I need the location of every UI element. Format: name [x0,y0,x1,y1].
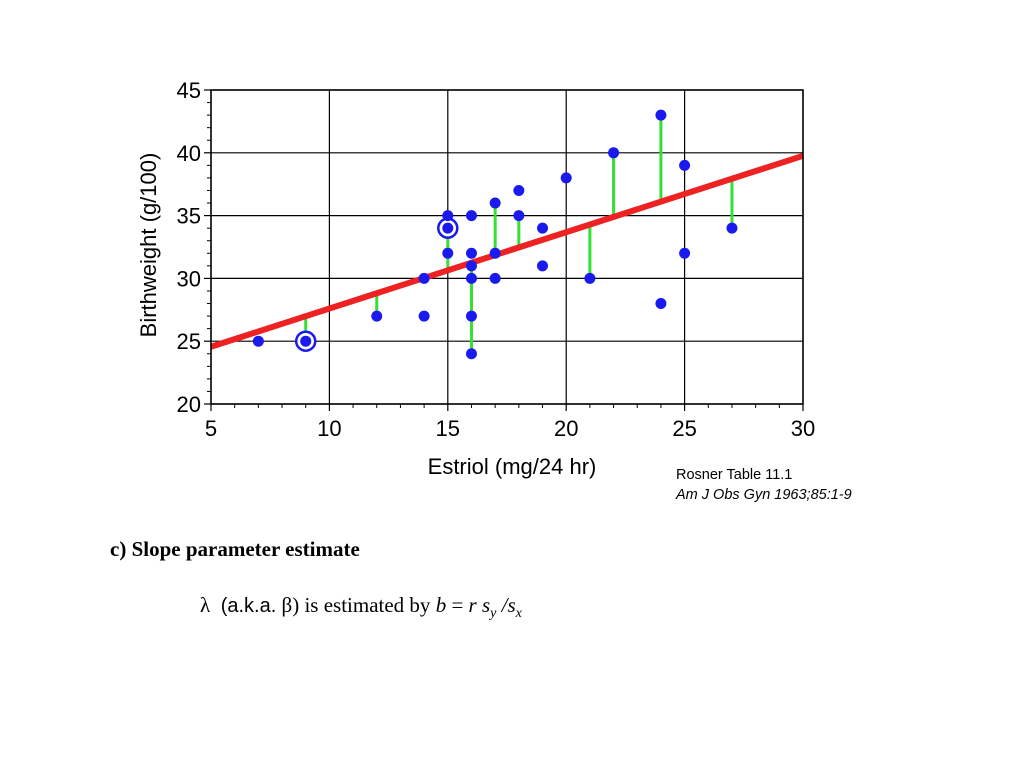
data-point [418,272,430,284]
x-tick-label: 15 [436,416,460,441]
data-point [726,222,738,234]
slope-formula: λ (a.k.a. β) is estimated by b = r sy /s… [200,593,522,622]
data-point [418,310,430,322]
data-point [513,210,525,222]
data-point [442,210,454,222]
data-point [608,147,620,159]
grid-lines [210,89,804,405]
r-variable: r [468,593,477,617]
b-variable: b [435,593,447,617]
y-tick-label: 25 [177,329,201,354]
y-tick-label: 30 [177,266,201,291]
data-point [679,159,691,171]
data-point [513,184,525,196]
tick-labels: 5 10 15 20 25 30 20 25 30 35 40 45 [177,78,816,441]
data-point [465,272,477,284]
section-heading: c) Slope parameter estimate [110,537,360,561]
data-point [489,247,501,259]
x-tick-label: 5 [205,416,217,441]
data-point [465,210,477,222]
x-tick-label: 30 [791,416,815,441]
data-point [465,247,477,259]
data-point [584,272,596,284]
slash-symbol: / [501,593,508,617]
data-point [442,247,454,259]
data-point [465,310,477,322]
citation: Rosner Table 11.1 Am J Obs Gyn 1963;85:1… [676,465,852,505]
s-variable: s [481,593,491,617]
citation-journal: Am J Obs Gyn 1963;85:1-9 [676,487,852,503]
data-point [655,298,667,310]
data-point [252,335,264,347]
data-point [489,272,501,284]
s-variable: s [507,593,516,617]
estimated-by-text: ) is estimated by [292,593,431,617]
x-tick-label: 20 [554,416,578,441]
x-tick-label: 25 [672,416,696,441]
data-point [465,348,477,360]
data-point [560,172,572,184]
x-axis-label: Estriol (mg/24 hr) [428,454,597,479]
data-point [537,222,549,234]
plot-frame [210,89,804,405]
lambda-symbol: λ [200,593,211,617]
regression-line-group [210,152,804,350]
y-tick-label: 20 [177,392,201,417]
residual-lines [304,115,734,354]
data-point [442,222,454,234]
subscript-x: x [515,606,522,622]
beta-symbol: β [281,593,293,617]
data-point [537,260,549,272]
data-points [252,109,738,360]
data-point [465,260,477,272]
x-tick-label: 10 [317,416,341,441]
data-point [300,335,312,347]
aka-text: (a.k.a. [220,595,277,617]
data-point [655,109,667,121]
data-point [679,247,691,259]
regression-line [210,152,804,350]
y-tick-label: 45 [177,78,201,103]
citation-table: Rosner Table 11.1 [676,467,793,483]
scatter-chart: 5 10 15 20 25 30 20 25 30 35 40 45 Estriol (mg/24 h… [136,78,816,479]
axis-ticks [204,89,804,411]
y-axis-label: Birthweight (g/100) [136,153,161,338]
data-point [489,197,501,209]
subscript-y: y [490,606,497,622]
data-point [371,310,383,322]
y-tick-label: 40 [177,141,201,166]
y-tick-label: 35 [177,204,201,229]
equals-sign: = [451,593,464,617]
